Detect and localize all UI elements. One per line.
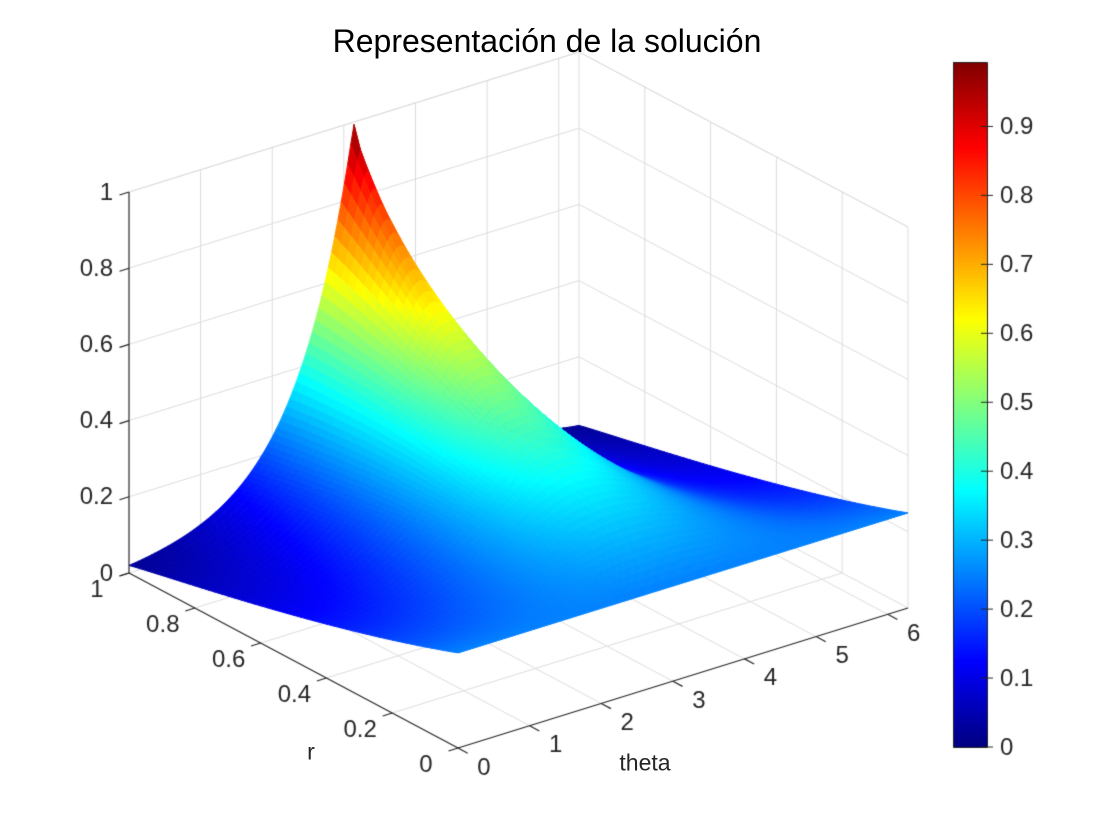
plot-title: Representación de la solución [332,23,762,59]
y-axis-label-r: r [307,738,315,765]
x-axis-label-theta: theta [619,749,671,776]
